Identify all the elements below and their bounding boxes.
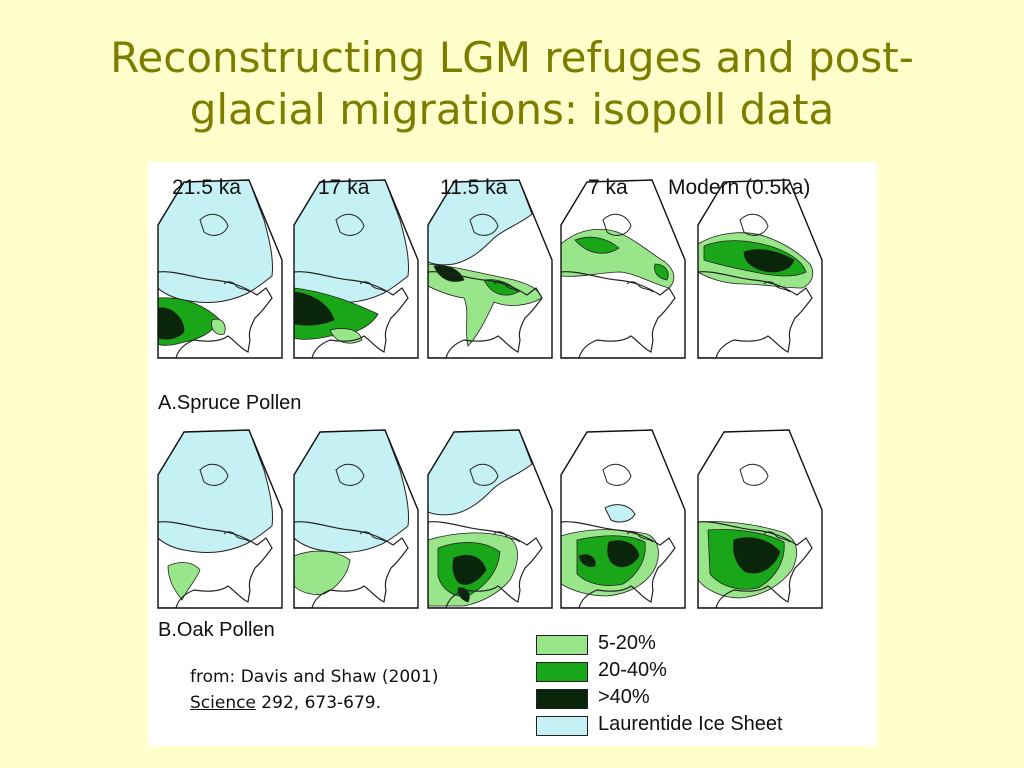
hudson-bay-outline bbox=[602, 213, 632, 236]
great-lakes-outline bbox=[763, 531, 791, 543]
map-frame bbox=[560, 429, 686, 609]
pollen-zone bbox=[211, 318, 226, 335]
time-label-7ka: 7 ka bbox=[588, 176, 628, 199]
map-panel-oak-11-5ka bbox=[427, 429, 553, 609]
isopoll-figure: 21.5 ka 17 ka 11.5 ka 7 ka Modern (0.5ka… bbox=[148, 162, 877, 746]
pollen-zone bbox=[294, 291, 335, 326]
citation-details: 292, 673-679. bbox=[255, 693, 381, 713]
map-panel-spruce-7ka bbox=[560, 179, 686, 359]
map-frame bbox=[560, 179, 686, 359]
pollen-zone bbox=[329, 328, 363, 344]
great-lakes-outline bbox=[626, 281, 654, 293]
coastline bbox=[698, 271, 813, 358]
map-panel-spruce-17ka bbox=[293, 179, 419, 359]
pollen-zone bbox=[428, 263, 543, 347]
pollen-zone bbox=[578, 554, 596, 567]
legend-swatch-ice bbox=[536, 716, 588, 736]
map-frame bbox=[293, 179, 419, 359]
slide-title: Reconstructing LGM refuges and post- gla… bbox=[0, 32, 1024, 136]
map-frame bbox=[427, 429, 553, 609]
coastline bbox=[428, 521, 543, 608]
great-lakes-outline bbox=[223, 281, 251, 293]
hudson-bay-outline bbox=[739, 213, 769, 236]
ice-sheet-area bbox=[158, 180, 273, 303]
pollen-zone bbox=[574, 236, 620, 254]
hudson-bay-outline bbox=[602, 463, 632, 486]
time-label-modern: Modern (0.5ka) bbox=[668, 176, 811, 199]
map-frame bbox=[697, 429, 823, 609]
ice-sheet-area bbox=[604, 504, 636, 523]
hudson-bay-outline bbox=[469, 463, 499, 486]
hudson-bay-outline bbox=[335, 213, 365, 236]
map-frame bbox=[157, 179, 283, 359]
hudson-bay-outline bbox=[739, 463, 769, 486]
coastline bbox=[561, 521, 676, 608]
coastline bbox=[158, 521, 273, 608]
hudson-bay-outline bbox=[199, 463, 229, 486]
hudson-bay-outline bbox=[469, 213, 499, 236]
ice-sheet-area bbox=[428, 430, 533, 516]
pollen-zone bbox=[654, 263, 669, 281]
map-frame bbox=[427, 179, 553, 359]
great-lakes-outline bbox=[493, 531, 521, 543]
hudson-bay-outline bbox=[335, 463, 365, 486]
legend-swatch-light bbox=[536, 635, 588, 655]
ice-sheet-area bbox=[294, 430, 409, 553]
map-panel-spruce-modern bbox=[697, 179, 823, 359]
title-line-2: glacial migrations: isopoll data bbox=[189, 85, 835, 134]
legend-label-light: 5-20% bbox=[598, 632, 656, 654]
great-lakes-outline bbox=[493, 281, 521, 293]
citation-line-2: Science 292, 673-679. bbox=[190, 690, 438, 716]
map-panel-oak-7ka bbox=[560, 429, 686, 609]
citation-line-1: from: Davis and Shaw (2001) bbox=[190, 667, 439, 687]
map-panel-oak-17ka bbox=[293, 429, 419, 609]
time-label-17ka: 17 ka bbox=[318, 176, 370, 199]
citation-journal: Science bbox=[190, 693, 256, 713]
hudson-bay-outline bbox=[199, 213, 229, 236]
isopoll-maps bbox=[157, 179, 823, 609]
time-label-11-5ka: 11.5 ka bbox=[440, 176, 508, 199]
map-frame bbox=[293, 429, 419, 609]
map-panel-oak-21-5ka bbox=[157, 429, 283, 609]
legend-swatch-medium bbox=[536, 662, 588, 682]
citation: from: Davis and Shaw (2001) Science 292,… bbox=[190, 664, 438, 716]
pollen-zone bbox=[483, 279, 519, 296]
pollen-zone bbox=[167, 562, 201, 601]
panel-label-spruce: A.Spruce Pollen bbox=[158, 392, 302, 414]
pollen-zone bbox=[607, 540, 640, 568]
great-lakes-outline bbox=[223, 531, 251, 543]
coastline bbox=[294, 271, 409, 358]
map-panel-spruce-11-5ka bbox=[427, 179, 553, 359]
map-frame bbox=[157, 429, 283, 609]
pollen-zone bbox=[733, 537, 781, 574]
title-line-1: Reconstructing LGM refuges and post- bbox=[110, 33, 914, 82]
map-frame bbox=[697, 179, 823, 359]
map-panel-oak-modern bbox=[697, 429, 823, 609]
coastline bbox=[158, 271, 273, 358]
great-lakes-outline bbox=[359, 531, 387, 543]
great-lakes-outline bbox=[763, 281, 791, 293]
time-label-21-5ka: 21.5 ka bbox=[172, 176, 241, 199]
great-lakes-outline bbox=[626, 531, 654, 543]
great-lakes-outline bbox=[359, 281, 387, 293]
pollen-zone bbox=[743, 249, 795, 273]
ice-sheet-area bbox=[428, 180, 533, 266]
coastline bbox=[428, 271, 543, 358]
coastline bbox=[561, 271, 676, 358]
pollen-zone bbox=[158, 307, 185, 340]
coastline bbox=[294, 521, 409, 608]
ice-sheet-area bbox=[158, 430, 273, 553]
coastline bbox=[698, 521, 813, 608]
map-panel-spruce-21-5ka bbox=[157, 179, 283, 359]
legend-label-medium: 20-40% bbox=[598, 659, 667, 681]
pollen-zone bbox=[452, 554, 487, 585]
pollen-zone bbox=[294, 550, 351, 595]
legend-swatch-dark bbox=[536, 689, 588, 709]
legend-label-ice: Laurentide Ice Sheet bbox=[598, 713, 783, 735]
panel-label-oak: B.Oak Pollen bbox=[158, 619, 275, 641]
legend-label-dark: >40% bbox=[598, 686, 650, 708]
